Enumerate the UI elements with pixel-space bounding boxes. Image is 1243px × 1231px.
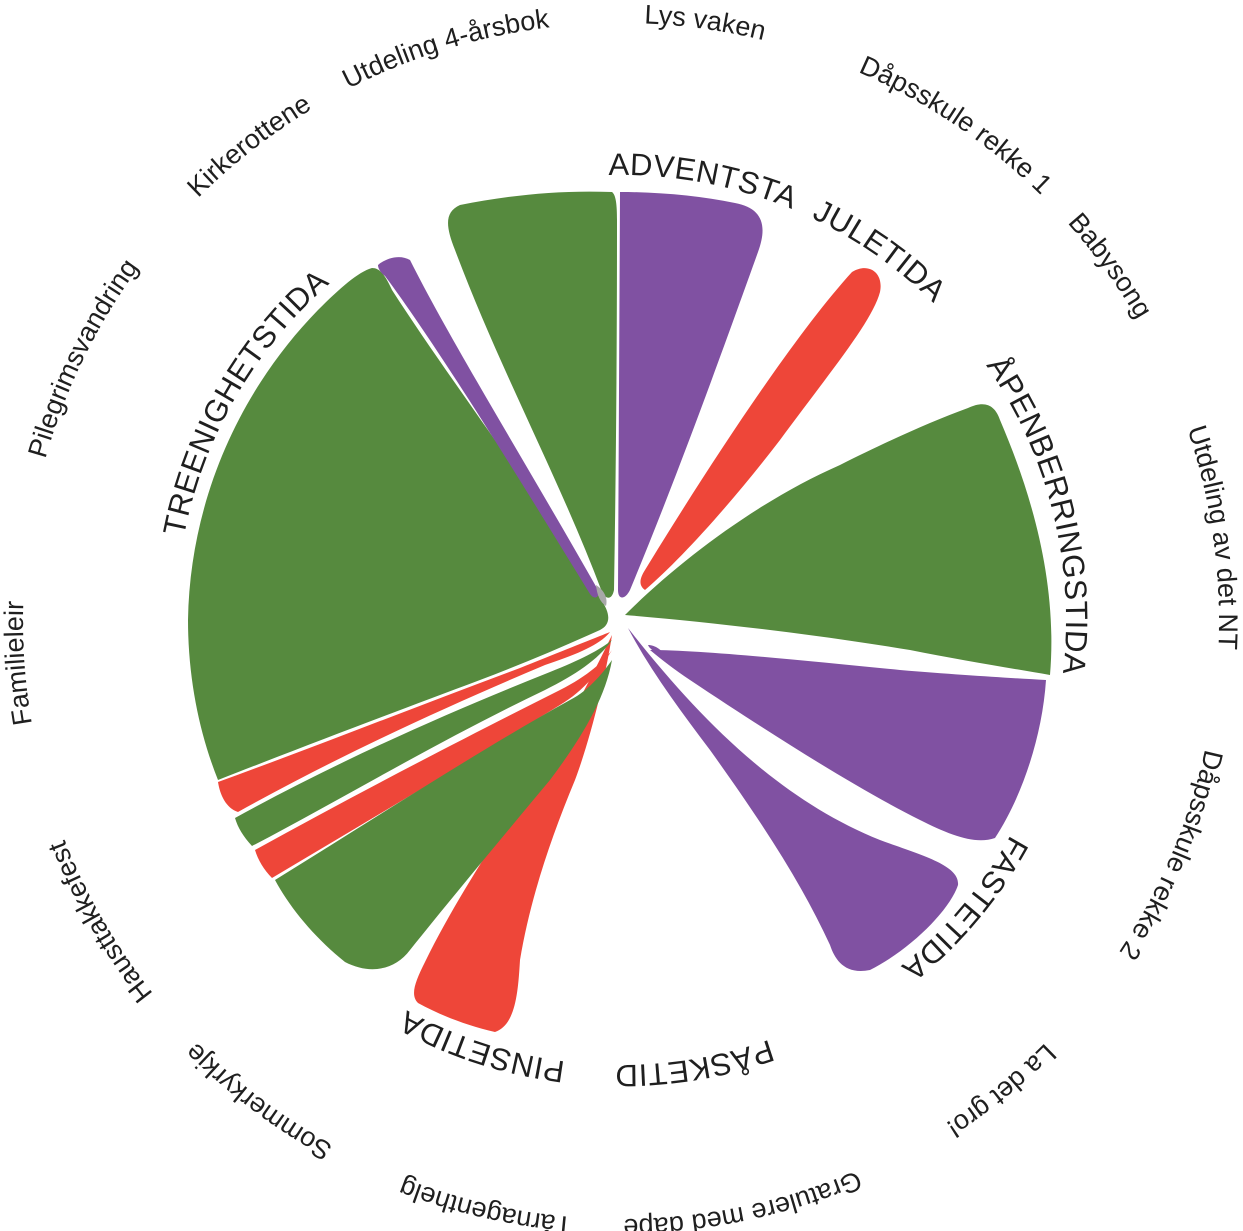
activity-label-la-det-gro: La det gro! <box>942 1038 1062 1144</box>
ribbon-fastetida <box>650 650 1046 841</box>
hub-grey-sliver <box>596 585 607 606</box>
activity-label-babysong: Babysong <box>1063 207 1159 323</box>
activity-dapsskule-1-text: Dåpsskule rekke 1 <box>855 50 1057 200</box>
activity-kirkerottene-text: Kirkerottene <box>181 88 315 202</box>
ribbon-fastetida-hub-sliver <box>648 645 665 656</box>
activity-label-tarnagenthelg: Tårnagenthelg <box>395 1172 573 1231</box>
activity-label-familieleir: Familieleir <box>0 600 38 727</box>
activity-label-dapsskule-2: Dåpsskule rekke 2 <box>1114 748 1229 966</box>
ribbon-treenighetstida-lower <box>275 660 612 970</box>
ribbon-red-band-1 <box>218 632 610 812</box>
activity-label-lys-vaken: Lys vaken <box>644 0 769 46</box>
activity-lys-vaken-text: Lys vaken <box>644 0 769 46</box>
activity-utdeling-4-arsbok-text: Utdeling 4-årsbok <box>338 3 551 94</box>
season-juletida-text: JULETIDA <box>808 193 953 309</box>
activity-label-sommerkyrkje: Sommerkyrkje <box>179 1038 336 1167</box>
activity-la-det-gro-text: La det gro! <box>942 1038 1062 1144</box>
ribbon-treenighetstida-advent-band <box>378 257 599 598</box>
activity-babysong-text: Babysong <box>1063 207 1159 323</box>
activity-sommerkyrkje-text: Sommerkyrkje <box>179 1038 336 1167</box>
ribbon-red-band-3 <box>255 650 612 878</box>
activity-label-dapsskule-1: Dåpsskule rekke 1 <box>855 50 1057 200</box>
ribbon-treenighetstida <box>188 268 609 780</box>
activity-dapsskule-2-text: Dåpsskule rekke 2 <box>1114 748 1229 966</box>
activity-label-utdeling-nt: Utdeling av det NT <box>1182 422 1243 651</box>
activity-familieleir-text: Familieleir <box>0 600 38 727</box>
activity-tarnagenthelg-text: Tårnagenthelg <box>395 1172 573 1231</box>
ribbon-paasketida <box>628 628 959 971</box>
activity-label-hausttakkefest: Hausttakkefest <box>42 837 158 1009</box>
season-label-juletida: JULETIDA <box>808 193 953 309</box>
ribbon-green-band-2 <box>235 640 612 846</box>
activity-hausttakkefest-text: Hausttakkefest <box>42 837 158 1009</box>
activity-utdeling-nt-text: Utdeling av det NT <box>1182 422 1243 651</box>
ribbon-adventsta <box>618 192 763 598</box>
activity-label-utdeling-4-arsbok: Utdeling 4-årsbok <box>338 3 551 94</box>
ribbon-apenberringstida <box>625 404 1052 675</box>
ribbon-juletida <box>640 268 881 590</box>
activity-label-pilegrimsvandring: Pilegrimsvandring <box>22 253 143 461</box>
activity-label-kirkerottene: Kirkerottene <box>181 88 315 202</box>
ribbon-treenighetstida-upper <box>448 191 617 598</box>
activity-pilegrimsvandring-text: Pilegrimsvandring <box>22 253 143 461</box>
